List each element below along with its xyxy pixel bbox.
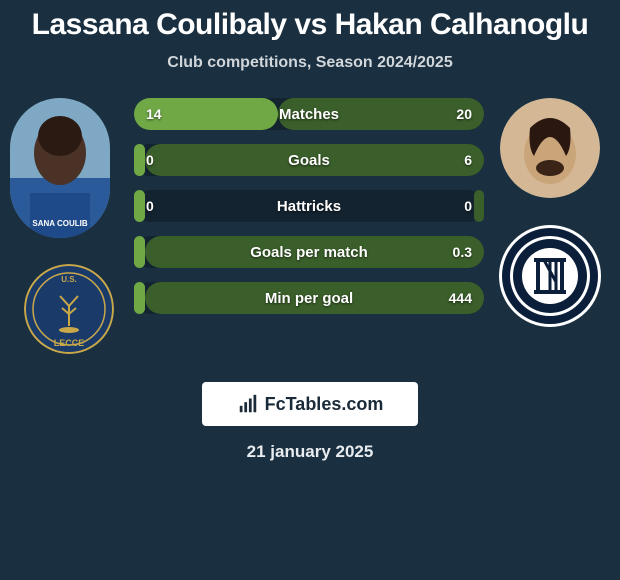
bar-label: Min per goal bbox=[134, 282, 484, 314]
svg-text:SANA COULIB: SANA COULIB bbox=[32, 219, 87, 228]
bar-label: Goals bbox=[134, 144, 484, 176]
stat-bar: 06Goals bbox=[134, 144, 484, 176]
bar-label: Hattricks bbox=[134, 190, 484, 222]
stats-bars: 1420Matches 06Goals 00Hattricks 0.3Goals pe… bbox=[134, 98, 484, 328]
club-right-badge bbox=[498, 224, 602, 328]
brand-badge: FcTables.com bbox=[202, 382, 418, 426]
date-label: 21 january 2025 bbox=[0, 442, 620, 462]
content-area: SANA COULIB bbox=[0, 98, 620, 358]
bar-label: Matches bbox=[134, 98, 484, 130]
comparison-card: Lassana Coulibaly vs Hakan Calhanoglu Cl… bbox=[0, 0, 620, 462]
page-title: Lassana Coulibaly vs Hakan Calhanoglu bbox=[0, 0, 620, 42]
subtitle: Club competitions, Season 2024/2025 bbox=[0, 54, 620, 72]
chart-icon bbox=[237, 393, 259, 415]
stat-bar: 0.3Goals per match bbox=[134, 236, 484, 268]
stat-bar: 1420Matches bbox=[134, 98, 484, 130]
svg-text:U.S.: U.S. bbox=[61, 275, 77, 284]
player-left-avatar: SANA COULIB bbox=[10, 98, 110, 238]
stat-bar: 00Hattricks bbox=[134, 190, 484, 222]
brand-text: FcTables.com bbox=[265, 394, 384, 415]
club-left-badge: U.S. LECCE bbox=[24, 264, 114, 354]
stat-bar: 444Min per goal bbox=[134, 282, 484, 314]
player-right-avatar bbox=[500, 98, 600, 198]
bar-label: Goals per match bbox=[134, 236, 484, 268]
svg-text:LECCE: LECCE bbox=[54, 338, 85, 348]
